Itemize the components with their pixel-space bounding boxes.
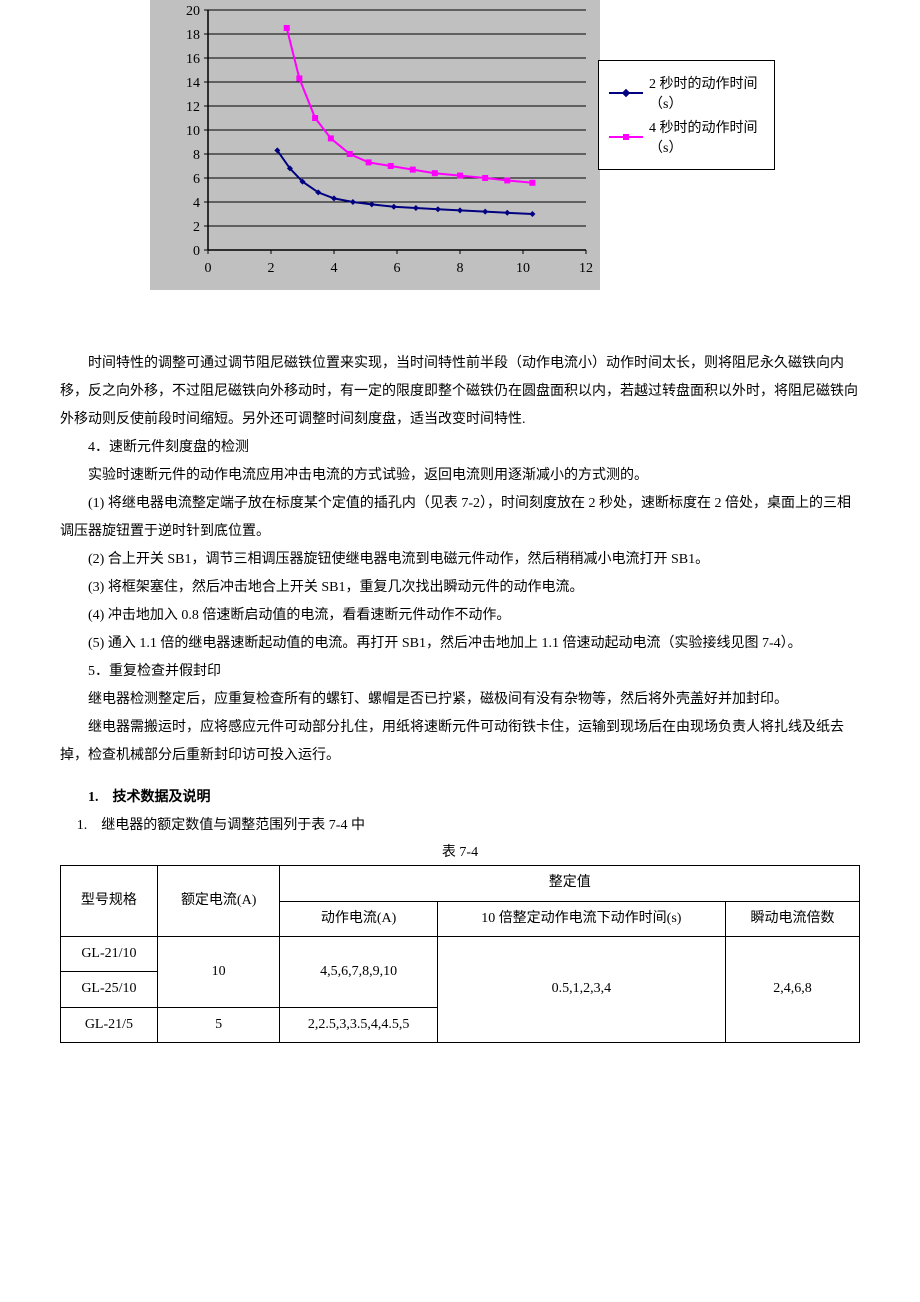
chart-container: 0 2 4 6 8 10 12 14 16 18 20 0 2 4 6 8 10 12 2 秒时的动作时间（s） … <box>150 0 860 290</box>
svg-text:6: 6 <box>193 172 200 187</box>
col-mult: 瞬动电流倍数 <box>725 901 859 936</box>
paragraph: (3) 将框架塞住，然后冲击地合上开关 SB1，重复几次找出瞬动元件的动作电流。 <box>60 574 860 602</box>
paragraph: 继电器需搬运时，应将感应元件可动部分扎住，用纸将速断元件可动衔铁卡住，运输到现场… <box>60 714 860 770</box>
spec-table: 型号规格 额定电流(A) 整定值 动作电流(A) 10 倍整定动作电流下动作时间… <box>60 865 860 1043</box>
svg-text:4: 4 <box>331 261 338 276</box>
svg-text:8: 8 <box>457 261 464 276</box>
cell-mult: 2,4,6,8 <box>725 936 859 1042</box>
svg-text:0: 0 <box>193 244 200 259</box>
col-rated: 额定电流(A) <box>157 866 280 937</box>
paragraph: (1) 将继电器电流整定端子放在标度某个定值的插孔内（见表 7-2），时间刻度放… <box>60 490 860 546</box>
cell-ac: 4,5,6,7,8,9,10 <box>280 936 437 1007</box>
table-header-row: 型号规格 额定电流(A) 整定值 <box>61 866 860 901</box>
line-chart: 0 2 4 6 8 10 12 14 16 18 20 0 2 4 6 8 10 12 <box>150 0 600 290</box>
svg-text:20: 20 <box>186 4 200 19</box>
cell-model: GL-21/10 <box>61 936 158 971</box>
col-model: 型号规格 <box>61 866 158 937</box>
svg-text:10: 10 <box>186 124 200 139</box>
heading-4: 4．速断元件刻度盘的检测 <box>60 434 860 462</box>
svg-text:2: 2 <box>193 220 200 235</box>
col-time: 10 倍整定动作电流下动作时间(s) <box>437 901 725 936</box>
paragraph: 继电器检测整定后，应重复检查所有的螺钉、螺帽是否已拧紧，磁极间有没有杂物等，然后… <box>60 686 860 714</box>
svg-text:0: 0 <box>205 261 212 276</box>
legend-item-1: 2 秒时的动作时间（s） <box>609 73 764 113</box>
cell-rated: 10 <box>157 936 280 1007</box>
svg-text:4: 4 <box>193 196 200 211</box>
section-heading: 1. 技术数据及说明 <box>60 784 860 812</box>
cell-model: GL-25/10 <box>61 972 158 1007</box>
svg-text:12: 12 <box>186 100 200 115</box>
svg-text:6: 6 <box>394 261 401 276</box>
svg-text:2: 2 <box>268 261 275 276</box>
legend-label-1: 2 秒时的动作时间（s） <box>649 73 764 113</box>
legend-item-2: 4 秒时的动作时间（s） <box>609 117 764 157</box>
paragraph: 实验时速断元件的动作电流应用冲击电流的方式试验，返回电流则用逐渐减小的方式测的。 <box>60 462 860 490</box>
cell-ac: 2,2.5,3,3.5,4,4.5,5 <box>280 1007 437 1042</box>
svg-text:10: 10 <box>516 261 530 276</box>
cell-model: GL-21/5 <box>61 1007 158 1042</box>
col-action-current: 动作电流(A) <box>280 901 437 936</box>
legend-label-2: 4 秒时的动作时间（s） <box>649 117 764 157</box>
svg-text:16: 16 <box>186 52 200 67</box>
cell-rated: 5 <box>157 1007 280 1042</box>
paragraph: 时间特性的调整可通过调节阻尼磁铁位置来实现，当时间特性前半段（动作电流小）动作时… <box>60 350 860 434</box>
heading-5: 5．重复检查并假封印 <box>60 658 860 686</box>
col-setting: 整定值 <box>280 866 860 901</box>
svg-text:8: 8 <box>193 148 200 163</box>
table-row: GL-21/10 10 4,5,6,7,8,9,10 0.5,1,2,3,4 2… <box>61 936 860 971</box>
table-caption: 表 7-4 <box>60 840 860 865</box>
section-sub: 1. 继电器的额定数值与调整范围列于表 7-4 中 <box>60 812 860 840</box>
svg-text:14: 14 <box>186 76 200 91</box>
chart-legend: 2 秒时的动作时间（s） 4 秒时的动作时间（s） <box>598 60 775 170</box>
svg-text:18: 18 <box>186 28 200 43</box>
paragraph: (5) 通入 1.1 倍的继电器速断起动值的电流。再打开 SB1，然后冲击地加上… <box>60 630 860 658</box>
paragraph: (2) 合上开关 SB1，调节三相调压器旋钮使继电器电流到电磁元件动作，然后稍稍… <box>60 546 860 574</box>
svg-text:12: 12 <box>579 261 593 276</box>
paragraph: (4) 冲击地加入 0.8 倍速断启动值的电流，看看速断元件动作不动作。 <box>60 602 860 630</box>
cell-time: 0.5,1,2,3,4 <box>437 936 725 1042</box>
